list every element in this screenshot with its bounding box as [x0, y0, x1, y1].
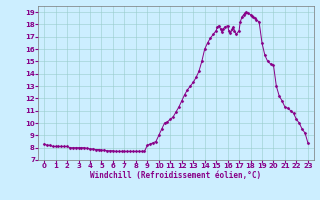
X-axis label: Windchill (Refroidissement éolien,°C): Windchill (Refroidissement éolien,°C) — [91, 171, 261, 180]
